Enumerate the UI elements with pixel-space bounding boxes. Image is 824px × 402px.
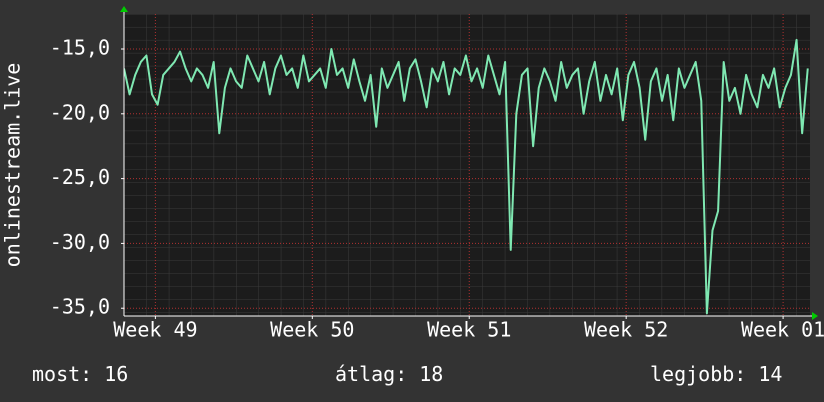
stat-value: 16 [104, 362, 128, 386]
x-tick-label: Week 49 [113, 318, 197, 342]
y-tick-label: -15,0 [50, 35, 110, 59]
x-arrow [812, 312, 818, 320]
x-tick-label: Week 52 [584, 318, 668, 342]
stat: most: 16 [32, 362, 128, 386]
series [124, 38, 809, 315]
data-line [124, 38, 809, 315]
y-tick-label: -35,0 [50, 295, 110, 319]
x-tick-label: Week 01 [741, 318, 824, 342]
stat-label: most: [32, 362, 92, 386]
stat: legjobb: 14 [650, 362, 782, 386]
y-axis-label: onlinestream.live [1, 63, 25, 268]
x-tick-label: Week 50 [270, 318, 354, 342]
stat-label: legjobb: [650, 362, 746, 386]
stat: átlag: 18 [335, 362, 443, 386]
stat-value: 14 [758, 362, 782, 386]
grid [121, 14, 810, 319]
y-arrow [120, 6, 128, 12]
x-tick-label: Week 51 [427, 318, 511, 342]
stat-value: 18 [419, 362, 443, 386]
y-tick-label: -25,0 [50, 165, 110, 189]
y-tick-label: -30,0 [50, 230, 110, 254]
y-tick-label: -20,0 [50, 100, 110, 124]
axes [120, 6, 818, 320]
stat-label: átlag: [335, 362, 407, 386]
